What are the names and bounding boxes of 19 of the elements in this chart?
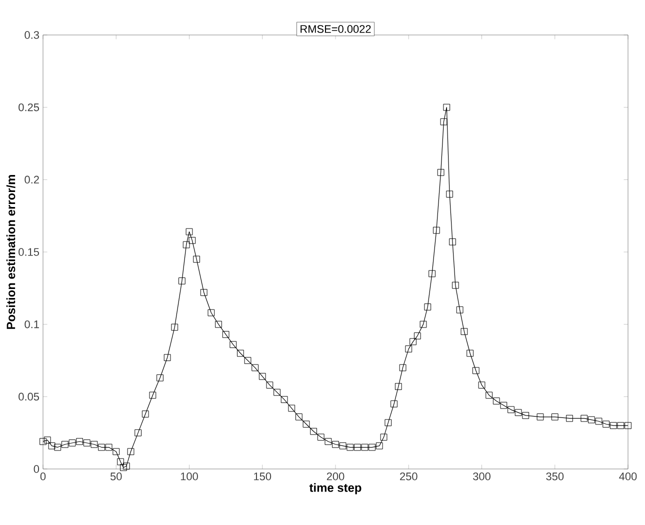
y-tick-label: 0.2 (24, 176, 39, 184)
y-axis-title: Position estimation error/m (6, 175, 16, 329)
x-axis-title: time step (309, 483, 362, 494)
y-tick-label: 0.05 (18, 392, 40, 401)
x-tick-label: 250 (400, 472, 418, 480)
chart-title: RMSE=0.0022 (300, 25, 371, 33)
x-tick-label: 300 (473, 472, 490, 480)
y-tick-label: 0.1 (24, 320, 39, 328)
x-tick-label: 150 (254, 472, 272, 480)
y-tick-label: 0 (34, 465, 40, 473)
y-tick-label: 0.15 (18, 248, 40, 256)
x-tick-label: 100 (180, 472, 198, 480)
x-tick-label: 350 (546, 472, 564, 480)
y-tick-label: 0.25 (18, 103, 40, 112)
y-tick-label: 0.3 (24, 31, 40, 39)
x-tick-label: 200 (326, 472, 344, 480)
x-tick-label: 0 (40, 472, 46, 480)
x-tick-label: 400 (619, 472, 637, 480)
x-tick-label: 50 (110, 472, 122, 480)
